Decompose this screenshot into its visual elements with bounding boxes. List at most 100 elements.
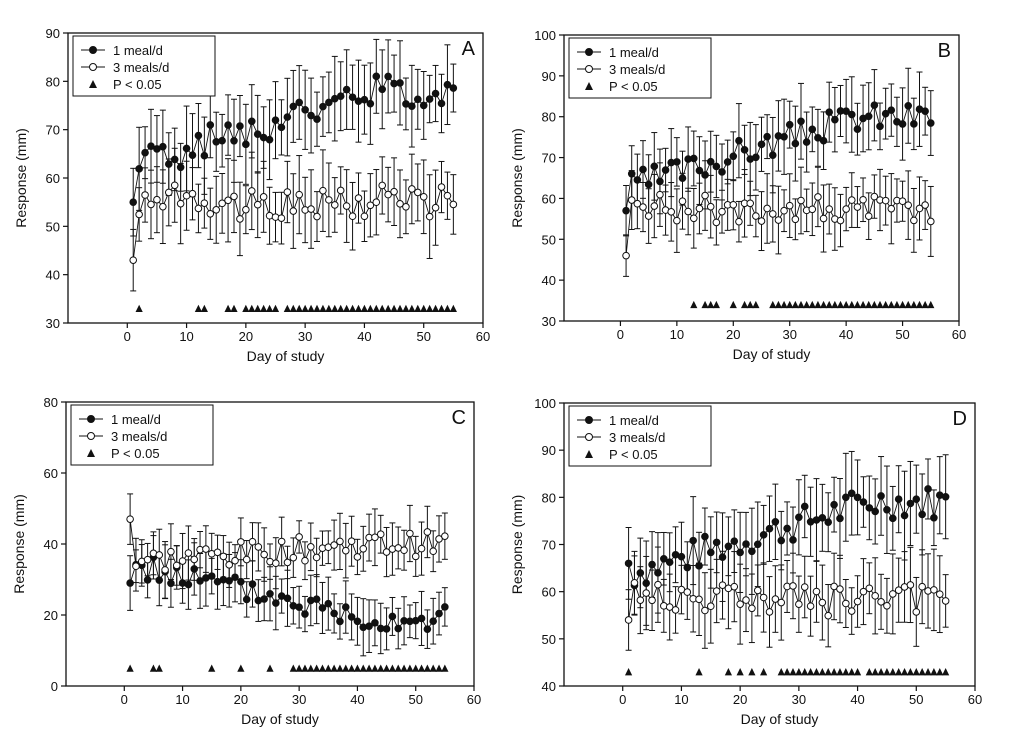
data-point [701, 606, 709, 615]
significance-marker [921, 300, 929, 309]
significance-marker [354, 304, 363, 312]
series-three-meals [129, 147, 458, 292]
legend-label-significance: P < 0.05 [609, 79, 658, 94]
data-point [667, 208, 676, 216]
data-point [242, 205, 250, 214]
data-point [824, 518, 833, 527]
data-point [325, 98, 333, 107]
data-point [372, 72, 381, 81]
data-point [689, 536, 697, 545]
y-tick-label: 100 [534, 396, 556, 411]
data-point [295, 190, 304, 199]
x-tick-label: 50 [909, 692, 923, 707]
data-point [864, 112, 873, 121]
series-three-meals [622, 160, 935, 277]
data-point [830, 500, 838, 509]
significance-marker [429, 664, 437, 672]
data-point [712, 587, 721, 595]
data-point [325, 196, 333, 204]
data-point [359, 544, 368, 553]
data-point [347, 613, 356, 621]
data-point [918, 510, 926, 519]
significance-marker [786, 300, 794, 309]
significance-marker [791, 300, 799, 309]
data-point [200, 199, 209, 207]
data-point [742, 540, 750, 548]
data-point [883, 601, 891, 610]
x-tick-label: 20 [733, 692, 747, 707]
significance-marker [870, 300, 878, 309]
data-point [718, 581, 727, 589]
data-point [712, 218, 721, 227]
data-point [431, 203, 440, 212]
data-point [378, 181, 387, 190]
significance-marker [420, 304, 428, 312]
data-point [248, 580, 257, 588]
significance-marker [301, 304, 309, 312]
data-point [366, 201, 375, 210]
significance-marker [801, 668, 809, 676]
significance-marker [295, 664, 303, 672]
data-point [730, 537, 739, 545]
data-point [748, 547, 756, 556]
data-point [382, 625, 391, 633]
legend-label-one-meal: 1 meal/d [609, 45, 659, 60]
significance-marker [366, 304, 374, 312]
significance-marker [254, 304, 262, 312]
significance-marker [865, 300, 873, 309]
data-point [289, 102, 298, 111]
significance-marker [348, 664, 356, 672]
x-tick-label: 60 [467, 692, 481, 707]
data-point [408, 185, 416, 193]
data-point [831, 115, 839, 124]
x-axis-label: Day of study [733, 346, 811, 362]
data-point [376, 530, 385, 539]
data-point [633, 199, 642, 208]
data-point [443, 80, 452, 89]
y-tick-label: 80 [542, 110, 556, 125]
data-point [206, 121, 215, 129]
significance-marker [331, 304, 339, 312]
data-point [808, 205, 817, 214]
data-point [206, 209, 215, 218]
data-point [341, 546, 350, 555]
data-point [135, 165, 143, 173]
significance-marker [807, 668, 815, 676]
data-point [182, 144, 191, 153]
data-point [774, 216, 783, 224]
data-point [768, 151, 777, 159]
y-tick-label: 60 [44, 466, 58, 481]
significance-marker [898, 300, 907, 309]
y-tick-label: 40 [542, 273, 556, 288]
data-point [423, 528, 432, 536]
significance-marker [624, 668, 633, 676]
data-point [865, 584, 874, 593]
data-point [898, 120, 907, 128]
data-point [797, 196, 805, 205]
y-tick-label: 100 [534, 28, 556, 43]
data-point [673, 216, 681, 225]
data-point [814, 193, 822, 201]
data-point [777, 536, 786, 545]
significance-marker [701, 300, 709, 309]
significance-marker [865, 668, 873, 676]
significance-marker [824, 668, 832, 676]
data-point [172, 561, 181, 570]
data-point [684, 207, 692, 216]
data-point [736, 548, 744, 557]
data-point [847, 607, 856, 615]
data-point [650, 162, 659, 171]
data-point [435, 609, 443, 618]
data-point [819, 136, 828, 145]
data-point [382, 548, 391, 556]
data-point [167, 547, 175, 556]
data-point [791, 139, 800, 148]
significance-marker [295, 304, 303, 312]
x-tick-label: 50 [416, 329, 430, 344]
significance-marker [876, 300, 884, 309]
panel-letter: D [953, 408, 967, 430]
data-point [312, 553, 321, 562]
data-point [360, 212, 369, 221]
data-point [126, 579, 134, 587]
significance-marker [194, 304, 203, 312]
